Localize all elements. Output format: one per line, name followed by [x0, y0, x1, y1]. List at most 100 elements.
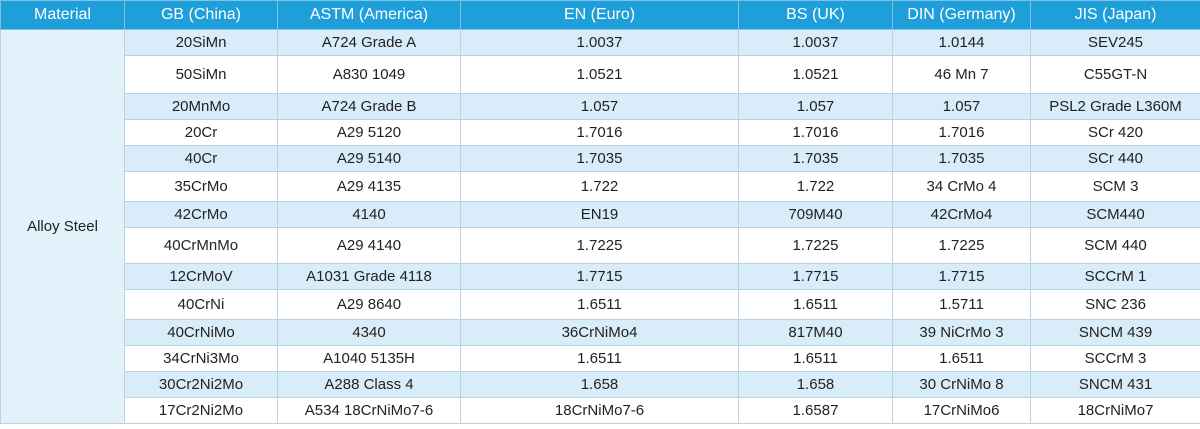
cell-astm: A288 Class 4 — [277, 371, 461, 398]
cell-en: 1.0037 — [460, 29, 739, 56]
cell-bs: 1.722 — [738, 171, 893, 202]
table-row: 40CrNi A29 8640 1.6511 1.6511 1.5711 SNC 236 — [1, 289, 1200, 320]
cell-astm: A724 Grade A — [277, 29, 461, 56]
cell-jis: SEV245 — [1030, 29, 1200, 56]
cell-jis: SCr 440 — [1030, 145, 1200, 172]
table-row: Alloy Steel 20SiMn A724 Grade A 1.0037 1.003… — [0, 29, 1200, 424]
cell-gb: 40CrNiMo — [124, 319, 278, 346]
table-row: 35CrMo A29 4135 1.722 1.722 34 CrMo 4 SCM 3 — [1, 171, 1200, 202]
cell-gb: 35CrMo — [124, 171, 278, 202]
cell-gb: 12CrMoV — [124, 263, 278, 290]
cell-din: 1.0144 — [892, 29, 1031, 56]
table-row: 20MnMo A724 Grade B 1.057 1.057 1.057 PSL2 Gr… — [1, 93, 1200, 120]
cell-bs: 1.0037 — [738, 29, 893, 56]
header-astm-america: ASTM (America) — [277, 0, 461, 30]
header-en-euro: EN (Euro) — [460, 0, 739, 30]
header-din-germany: DIN (Germany) — [892, 0, 1031, 30]
header-material: Material — [0, 0, 125, 30]
cell-en: 1.658 — [460, 371, 739, 398]
cell-bs: 1.6511 — [738, 345, 893, 372]
cell-astm: A1031 Grade 4118 — [277, 263, 461, 290]
cell-jis: C55GT-N — [1030, 55, 1200, 94]
table-row: 12CrMoV A1031 Grade 4118 1.7715 1.7715 1.771… — [1, 263, 1200, 290]
table-row: 17Cr2Ni2Mo A534 18CrNiMo7-6 18CrNiMo7-6 1.6… — [1, 397, 1200, 424]
cell-din: 34 CrMo 4 — [892, 171, 1031, 202]
cell-jis: SNC 236 — [1030, 289, 1200, 320]
cell-astm: A1040 5135H — [277, 345, 461, 372]
cell-jis: SCM 440 — [1030, 227, 1200, 264]
cell-gb: 17Cr2Ni2Mo — [124, 397, 278, 424]
cell-jis: 18CrNiMo7 — [1030, 397, 1200, 424]
table-header-row: Material GB (China) ASTM (America) EN (E… — [0, 0, 1200, 30]
cell-din: 17CrNiMo6 — [892, 397, 1031, 424]
header-bs-uk: BS (UK) — [738, 0, 893, 30]
cell-din: 1.7225 — [892, 227, 1031, 264]
cell-en: 36CrNiMo4 — [460, 319, 739, 346]
cell-en: 1.7016 — [460, 119, 739, 146]
cell-bs: 1.0521 — [738, 55, 893, 94]
cell-astm: A29 8640 — [277, 289, 461, 320]
table-row: 40CrMnMo A29 4140 1.7225 1.7225 1.7225 SCM 44… — [1, 227, 1200, 264]
cell-jis: SNCM 431 — [1030, 371, 1200, 398]
cell-gb: 20Cr — [124, 119, 278, 146]
cell-astm: 4140 — [277, 201, 461, 228]
cell-bs: 1.7016 — [738, 119, 893, 146]
table-row: 50SiMn A830 1049 1.0521 1.0521 46 Mn 7 C55GT-… — [1, 55, 1200, 94]
cell-astm: 4340 — [277, 319, 461, 346]
cell-astm: A724 Grade B — [277, 93, 461, 120]
cell-gb: 40Cr — [124, 145, 278, 172]
table-row: 40CrNiMo 4340 36CrNiMo4 817M40 39 NiCrMo 3 SN… — [1, 319, 1200, 346]
cell-din: 1.7016 — [892, 119, 1031, 146]
cell-astm: A29 5140 — [277, 145, 461, 172]
cell-gb: 30Cr2Ni2Mo — [124, 371, 278, 398]
cell-din: 46 Mn 7 — [892, 55, 1031, 94]
cell-gb: 40CrNi — [124, 289, 278, 320]
cell-jis: SNCM 439 — [1030, 319, 1200, 346]
cell-bs: 1.7225 — [738, 227, 893, 264]
cell-din: 30 CrNiMo 8 — [892, 371, 1031, 398]
cell-gb: 20SiMn — [124, 29, 278, 56]
cell-bs: 1.6587 — [738, 397, 893, 424]
cell-bs: 1.057 — [738, 93, 893, 120]
cell-jis: SCM 3 — [1030, 171, 1200, 202]
cell-jis: SCr 420 — [1030, 119, 1200, 146]
cell-din: 1.6511 — [892, 345, 1031, 372]
cell-din: 42CrMo4 — [892, 201, 1031, 228]
cell-astm: A830 1049 — [277, 55, 461, 94]
header-jis-japan: JIS (Japan) — [1030, 0, 1200, 30]
cell-din: 39 NiCrMo 3 — [892, 319, 1031, 346]
cell-jis: SCCrM 1 — [1030, 263, 1200, 290]
cell-jis: PSL2 Grade L360M — [1030, 93, 1200, 120]
cell-gb: 50SiMn — [124, 55, 278, 94]
cell-astm: A29 5120 — [277, 119, 461, 146]
cell-en: 1.0521 — [460, 55, 739, 94]
material-cell: Alloy Steel — [0, 29, 125, 424]
table-body: Alloy Steel 20SiMn A724 Grade A 1.0037 1.003… — [0, 29, 1200, 424]
cell-bs: 1.658 — [738, 371, 893, 398]
cell-jis: SCM440 — [1030, 201, 1200, 228]
cell-en: 1.722 — [460, 171, 739, 202]
cell-en: 1.7715 — [460, 263, 739, 290]
cell-din: 1.5711 — [892, 289, 1031, 320]
cell-astm: A29 4140 — [277, 227, 461, 264]
cell-din: 1.057 — [892, 93, 1031, 120]
table-row: 30Cr2Ni2Mo A288 Class 4 1.658 1.658 30 CrNiM… — [1, 371, 1200, 398]
cell-bs: 1.7715 — [738, 263, 893, 290]
cell-gb: 20MnMo — [124, 93, 278, 120]
cell-gb: 42CrMo — [124, 201, 278, 228]
cell-din: 1.7715 — [892, 263, 1031, 290]
cell-gb: 40CrMnMo — [124, 227, 278, 264]
cell-en: EN19 — [460, 201, 739, 228]
cell-en: 1.057 — [460, 93, 739, 120]
cell-bs: 1.7035 — [738, 145, 893, 172]
cell-jis: SCCrM 3 — [1030, 345, 1200, 372]
cell-bs: 709M40 — [738, 201, 893, 228]
header-gb-china: GB (China) — [124, 0, 278, 30]
cell-bs: 817M40 — [738, 319, 893, 346]
cell-en: 18CrNiMo7-6 — [460, 397, 739, 424]
cell-bs: 1.6511 — [738, 289, 893, 320]
cell-astm: A534 18CrNiMo7-6 — [277, 397, 461, 424]
cell-din: 1.7035 — [892, 145, 1031, 172]
table-row: 34CrNi3Mo A1040 5135H 1.6511 1.6511 1.6511 SC… — [1, 345, 1200, 372]
